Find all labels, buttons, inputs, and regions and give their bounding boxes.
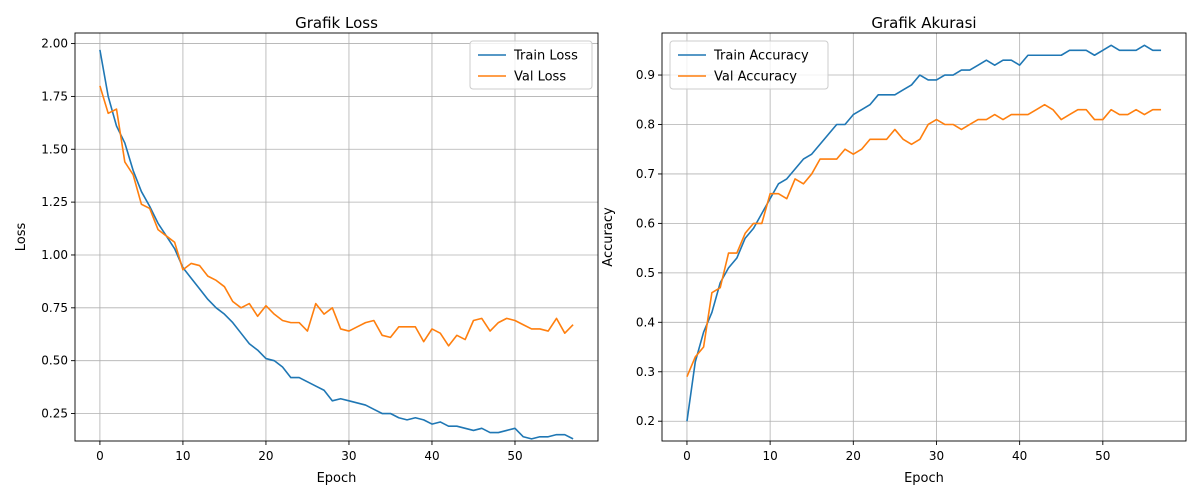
chart-0-frame <box>74 32 599 442</box>
chart-1-frame <box>661 32 1187 442</box>
chart-0-title: Grafik Loss <box>295 14 378 32</box>
chart-1-y-tick-label-0: 0.2 <box>636 414 655 428</box>
chart-1-y-tick-label-4: 0.6 <box>636 216 655 230</box>
chart-1-series-line-0 <box>686 44 1162 422</box>
chart-1-x-tick-label-2: 20 <box>846 449 861 463</box>
chart-1-x-axis-label: Epoch <box>904 471 944 486</box>
chart-1-y-tick-label-2: 0.4 <box>636 315 655 329</box>
chart-1-x-tick-label-3: 30 <box>929 449 944 463</box>
chart-0-y-tick-label-3: 1.00 <box>41 248 68 262</box>
chart-0-legend-label-1: Val Loss <box>514 70 566 85</box>
chart-0-legend-label-0: Train Loss <box>513 49 578 64</box>
chart-1: 0 10 20 30 40 50 0.2 0.3 0.4 0.5 0.6 0.7 0.8 0.9 Grafi… <box>601 14 1187 486</box>
chart-1-y-tick-label-1: 0.3 <box>636 365 655 379</box>
chart-1-x-tick-label-1: 10 <box>762 449 777 463</box>
chart-0-x-tick-label-3: 30 <box>341 449 356 463</box>
chart-1-legend: Train Accuracy Val Accuracy <box>669 40 829 90</box>
chart-0-y-tick-label-7: 2.00 <box>41 37 68 51</box>
chart-1-x-tick-label-4: 40 <box>1012 449 1027 463</box>
chart-0-x-tick-label-2: 20 <box>258 449 273 463</box>
chart-0-y-axis-label: Loss <box>14 223 29 252</box>
chart-0-series-line-1 <box>99 85 574 347</box>
chart-1-y-tick-label-5: 0.7 <box>636 167 655 181</box>
chart-1-y-tick-label-3: 0.5 <box>636 266 655 280</box>
chart-0-x-tick-label-0: 0 <box>96 449 104 463</box>
chart-1-y-tick-label-6: 0.8 <box>636 117 655 131</box>
chart-1-series-line-1 <box>686 103 1162 378</box>
chart-0-y-tick-label-1: 0.50 <box>41 354 68 368</box>
chart-1-legend-label-0: Train Accuracy <box>713 49 809 64</box>
chart-1-y-tick-label-7: 0.9 <box>636 68 655 82</box>
chart-1-x-tick-label-0: 0 <box>683 449 691 463</box>
chart-1-legend-label-1: Val Accuracy <box>714 70 797 85</box>
chart-0-legend-box <box>469 40 593 90</box>
chart-0: 0 10 20 30 40 50 0.25 0.50 0.75 1.00 1.25 1.50 1.75 2… <box>14 14 599 486</box>
chart-0-legend: Train Loss Val Loss <box>469 40 593 90</box>
chart-0-x-tick-label-5: 50 <box>507 449 522 463</box>
chart-0-series-line-0 <box>99 49 574 440</box>
chart-1-title: Grafik Akurasi <box>871 14 976 32</box>
chart-0-y-tick-label-4: 1.25 <box>41 195 68 209</box>
chart-0-y-tick-label-0: 0.25 <box>41 407 68 421</box>
chart-1-x-tick-label-5: 50 <box>1095 449 1110 463</box>
chart-0-y-tick-label-2: 0.75 <box>41 301 68 315</box>
chart-0-y-tick-label-6: 1.75 <box>41 89 68 103</box>
chart-0-x-tick-label-4: 40 <box>424 449 439 463</box>
chart-0-x-axis-label: Epoch <box>317 471 357 486</box>
chart-0-x-tick-label-1: 10 <box>175 449 190 463</box>
chart-1-y-axis-label: Accuracy <box>601 207 616 267</box>
chart-0-y-tick-label-5: 1.50 <box>41 142 68 156</box>
chart-1-legend-box <box>669 40 829 90</box>
